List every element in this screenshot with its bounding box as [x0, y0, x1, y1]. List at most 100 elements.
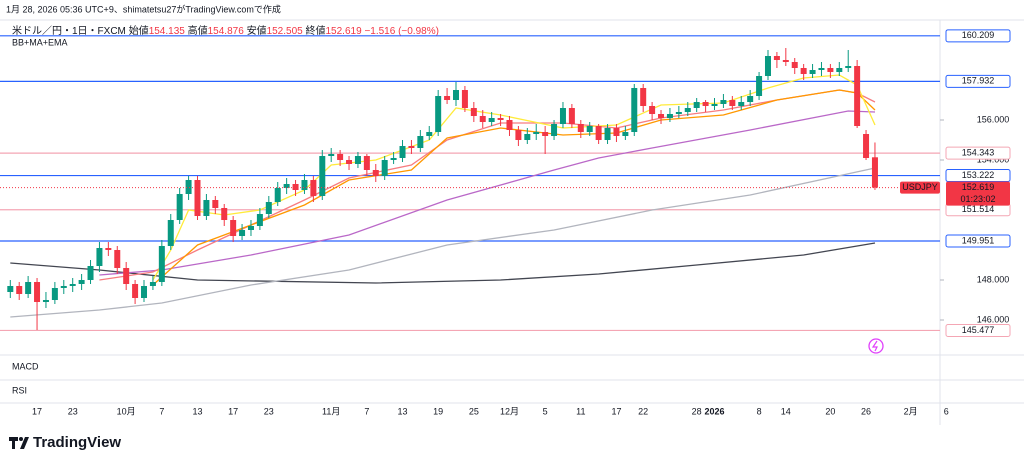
level-label: 145.477 [962, 325, 995, 335]
candle-body [524, 134, 531, 140]
x-tick-label: 28 [692, 406, 702, 416]
candle-body [265, 202, 272, 214]
candle-body [542, 132, 549, 136]
x-tick-label: 11月 [322, 406, 340, 416]
candle-body [346, 160, 353, 164]
candle-body [818, 68, 825, 70]
candle-body [729, 100, 736, 106]
candle-body [568, 108, 575, 124]
candle-body [60, 286, 67, 288]
x-tick-label: 14 [781, 406, 791, 416]
candle-body [764, 56, 771, 76]
candle-body [720, 100, 727, 104]
candle-body [470, 108, 477, 116]
ohlc-label: 終値 [306, 24, 326, 37]
candle-body [399, 146, 406, 158]
candle-body [675, 112, 682, 114]
candle-body [809, 70, 816, 74]
x-tick-label: 23 [264, 406, 274, 416]
price-label: 152.619 [962, 182, 995, 192]
candle-body [854, 66, 861, 126]
candle-body [604, 128, 611, 140]
candle-body [827, 68, 834, 72]
candle-body [354, 156, 361, 164]
candle-body [390, 158, 397, 160]
x-tick-label: 8 [757, 406, 762, 416]
candle-body [640, 88, 647, 106]
indicator-name: BB+MA+EMA [12, 37, 68, 47]
candle-body [212, 200, 219, 208]
candle-body [622, 132, 629, 136]
x-tick-label: 22 [638, 406, 648, 416]
level-label-box [945, 234, 1011, 248]
logo [9, 437, 29, 449]
candle-body [328, 154, 335, 156]
candle-body [444, 96, 451, 100]
candle-body [586, 126, 593, 132]
ohlc-label: 安値 [247, 24, 267, 37]
x-tick-label: 11 [576, 406, 585, 416]
ohlc-value: 152.619 [326, 26, 363, 37]
logo-dot [19, 437, 23, 441]
candle-body [25, 282, 32, 294]
candle-body [506, 120, 513, 130]
candle-body [123, 268, 130, 284]
candle-body [631, 88, 638, 132]
candle-body [158, 246, 165, 282]
candle-body [114, 250, 121, 268]
level-label-box [945, 146, 1011, 160]
candle-body [149, 282, 156, 286]
candle-body [533, 132, 540, 134]
x-tick-label: 13 [192, 406, 202, 416]
candle-body [221, 208, 228, 220]
candle-body [836, 68, 843, 72]
x-tick-label: 2月 [904, 406, 918, 416]
candle-body [613, 128, 620, 136]
level-label: 151.514 [962, 204, 995, 214]
level-label: 160.209 [962, 30, 995, 40]
symbol-label: USDJPY [902, 182, 938, 192]
candle-body [319, 156, 326, 196]
candle-body [7, 286, 14, 292]
candle-body [51, 288, 58, 300]
candle-body [283, 184, 290, 188]
candle-body [176, 194, 183, 220]
x-tick-label: 17 [32, 406, 42, 416]
candle-body [239, 230, 246, 236]
candle-body [408, 146, 415, 148]
candle-body [194, 180, 201, 216]
x-tick-label: 17 [611, 406, 621, 416]
candle-body [292, 184, 299, 190]
candle-body [372, 170, 379, 176]
logo-mark [9, 437, 29, 449]
indicator-line [152, 89, 876, 286]
candle-body [791, 62, 798, 68]
candle-body [16, 286, 23, 294]
candle-body [800, 68, 807, 74]
indicator-line [99, 110, 876, 276]
level-label-box [945, 74, 1011, 88]
indicator-line [10, 167, 876, 318]
x-tick-label: 13 [398, 406, 408, 416]
x-tick-label: 2026 [704, 406, 724, 416]
x-tick-label: 23 [68, 406, 78, 416]
ohlc-label: 始値 [129, 24, 149, 37]
candle-body [105, 248, 112, 250]
candle-body [782, 60, 789, 62]
candle-body [301, 180, 308, 190]
candle-body [34, 282, 41, 302]
candle-body [595, 126, 602, 140]
candle-body [185, 180, 192, 194]
candle-body [871, 157, 878, 188]
x-tick-label: 10月 [117, 406, 136, 416]
candle-body [488, 118, 495, 122]
event-icon[interactable] [868, 338, 884, 354]
candle-body [363, 156, 370, 170]
candle-body [658, 114, 665, 118]
y-tick-label: 146.000 [977, 314, 1010, 324]
candle-body [559, 108, 566, 124]
candle-body [435, 96, 442, 132]
candle-body [845, 66, 852, 68]
x-tick-label: 17 [228, 406, 238, 416]
